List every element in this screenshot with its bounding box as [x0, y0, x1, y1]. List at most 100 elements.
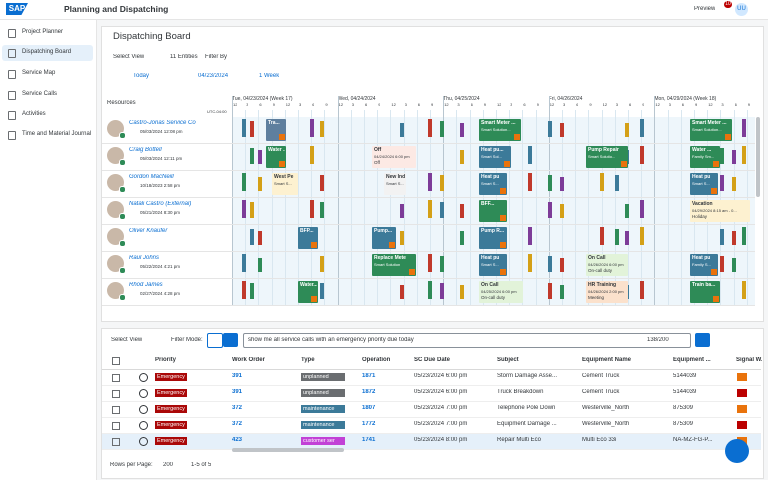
- task-bar: [440, 121, 444, 137]
- hour-label: 12: [655, 102, 660, 107]
- task-block[interactable]: Heat pu Smart S...: [479, 254, 507, 276]
- resource-name[interactable]: Raul Johns: [129, 255, 160, 261]
- nav-item[interactable]: Dispatching Board: [22, 49, 72, 55]
- cell[interactable]: 1772: [362, 421, 376, 427]
- nav-item[interactable]: Service Map: [22, 70, 56, 76]
- app-title[interactable]: Planning and Dispatching: [64, 4, 169, 14]
- date[interactable]: 04/23/2024: [198, 73, 229, 79]
- today[interactable]: Today: [133, 73, 150, 79]
- task-block[interactable]: BFF...: [479, 200, 507, 222]
- type-tag: maintenance: [301, 421, 345, 429]
- task-block[interactable]: Heat pu Family S...: [690, 254, 718, 276]
- checkbox[interactable]: [112, 357, 120, 365]
- cell[interactable]: 1741: [362, 437, 376, 443]
- task-bar: [548, 175, 552, 191]
- column-header[interactable]: Work Order: [232, 357, 265, 363]
- cell[interactable]: 391: [232, 373, 243, 379]
- cell[interactable]: 1872: [362, 389, 376, 395]
- task-bar: [560, 258, 564, 272]
- task-block[interactable]: Off 04/24/2024 6:00 pm Off: [372, 146, 416, 168]
- nav-item[interactable]: Activities: [22, 111, 46, 117]
- task-bar: [640, 146, 644, 164]
- resource-name[interactable]: Natali Castro (External): [129, 201, 192, 207]
- task-block[interactable]: Pump Repair Smart Solutio...: [586, 146, 628, 168]
- info-icon: [139, 421, 148, 430]
- cell[interactable]: 1807: [362, 405, 376, 411]
- task-bar: [528, 254, 532, 272]
- hour-label: 12: [602, 102, 608, 107]
- checkbox[interactable]: [112, 390, 120, 398]
- task-block[interactable]: Pump R...: [479, 227, 507, 249]
- cell[interactable]: 372: [232, 405, 243, 411]
- send-btn[interactable]: [695, 333, 710, 347]
- checkbox[interactable]: [112, 422, 120, 430]
- task-block[interactable]: Vacation 04/29/2024 8:15 am - 0... Holiday: [690, 200, 750, 222]
- task-block[interactable]: Water ... Family Sm...: [690, 146, 720, 168]
- resource-name[interactable]: Craig Bottell: [129, 147, 162, 153]
- task-block[interactable]: On Call 04/25/2024 6:00 pm On-call duty: [479, 281, 523, 303]
- task-block[interactable]: HR Training 04/26/2024 2:00 pm Meeting: [586, 281, 628, 303]
- task-bar: [320, 175, 324, 191]
- resource-name[interactable]: Castro-Jonas Service Co: [129, 120, 196, 126]
- cell[interactable]: 391: [232, 389, 243, 395]
- avatar[interactable]: UU: [735, 3, 748, 16]
- task-bar: [625, 204, 629, 218]
- task-block[interactable]: Replace Mete Smart Solution: [372, 254, 416, 276]
- task-block[interactable]: Tra...: [266, 119, 286, 141]
- task-sub: Smart S...: [386, 181, 404, 186]
- checkbox[interactable]: [112, 438, 120, 446]
- task-block[interactable]: Heat pu Smart S...: [690, 173, 718, 195]
- resource-name[interactable]: Rhod James: [129, 282, 163, 288]
- resource-name[interactable]: Oliver Knaufer: [129, 228, 168, 234]
- cell[interactable]: 423: [232, 437, 243, 443]
- column-header[interactable]: Signal W...: [736, 357, 762, 363]
- task-block[interactable]: West Pe Smart S...: [272, 173, 298, 195]
- filter-mode: Filter Mode:: [171, 337, 203, 343]
- task-block[interactable]: Smart Meter ... Smart Solution...: [690, 119, 732, 141]
- nav-icon: [8, 111, 16, 120]
- cell[interactable]: 372: [232, 421, 243, 427]
- grid-line: [548, 96, 550, 306]
- column-header[interactable]: Equipment ...: [673, 357, 711, 363]
- nav-item[interactable]: Service Calls: [22, 91, 58, 97]
- column-header[interactable]: Type: [301, 357, 315, 363]
- mode-btn-ai[interactable]: [223, 333, 238, 347]
- task-block[interactable]: On Call 04/26/2024 6:00 pm On-call duty: [586, 254, 628, 276]
- column-header[interactable]: SC Due Date: [414, 357, 451, 363]
- select-view[interactable]: Select View: [111, 337, 143, 343]
- task-block[interactable]: Heat pu Smart S...: [479, 173, 507, 195]
- priority-tag: Emergency: [155, 389, 187, 397]
- resource-name[interactable]: Gordon MacNeill: [129, 174, 174, 180]
- info-icon: [139, 389, 148, 398]
- task-block[interactable]: Smart Meter ... Smart Solution...: [479, 119, 521, 141]
- page-size[interactable]: 200: [163, 462, 174, 468]
- task-block[interactable]: Train ba...: [690, 281, 720, 303]
- select-view[interactable]: Select View: [113, 54, 145, 60]
- cell[interactable]: 1871: [362, 373, 376, 379]
- preview[interactable]: Preview: [694, 6, 716, 12]
- cell: 875309: [673, 405, 694, 411]
- task-block[interactable]: Pump...: [372, 227, 396, 249]
- task-block[interactable]: New Ind Smart S...: [384, 173, 406, 195]
- range[interactable]: 1 Week: [259, 73, 280, 79]
- task-block[interactable]: BFP...: [298, 227, 318, 249]
- column-header[interactable]: Equipment Name: [582, 357, 632, 363]
- column-header[interactable]: Priority: [155, 357, 177, 363]
- fab[interactable]: [725, 439, 749, 463]
- checkbox[interactable]: [112, 374, 120, 382]
- task-title: HR Training: [588, 282, 617, 288]
- column-header[interactable]: Subject: [497, 357, 519, 363]
- task-bar: [528, 146, 532, 164]
- task-block[interactable]: Water...: [298, 281, 318, 303]
- search-box[interactable]: [243, 333, 691, 348]
- task-block[interactable]: Water ...: [266, 146, 286, 168]
- status-dot: [119, 186, 126, 193]
- task-block[interactable]: Heat pu... Smart Sol...: [479, 146, 511, 168]
- nav-item[interactable]: Project Planner: [22, 29, 64, 35]
- mode-btn[interactable]: [207, 333, 223, 348]
- task-bar: [400, 231, 404, 245]
- nav-item[interactable]: Time and Material Journal: [22, 131, 92, 137]
- checkbox[interactable]: [112, 406, 120, 414]
- filter-by[interactable]: Filter By: [205, 54, 228, 60]
- column-header[interactable]: Operation: [362, 357, 391, 363]
